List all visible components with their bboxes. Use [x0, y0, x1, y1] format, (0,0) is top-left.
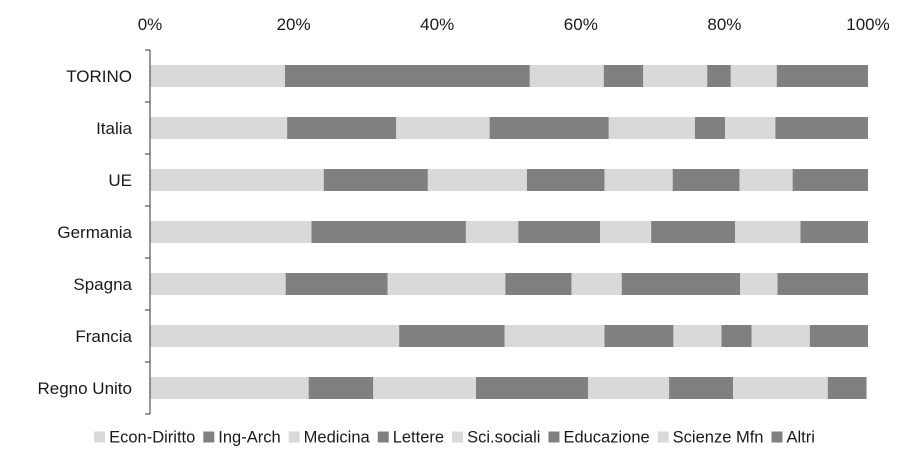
bar-spagna-sci-sociali — [571, 273, 622, 295]
bar-germania-altri — [800, 221, 868, 243]
bar-italia-educazione — [694, 117, 726, 139]
bar-italia-lettere — [489, 117, 609, 139]
bar-italia-ing-arch — [287, 117, 397, 139]
bar-francia-medicina — [504, 325, 605, 347]
bar-germania-sci-sociali — [600, 221, 652, 243]
bar-spagna-altri — [777, 273, 868, 295]
bar-torino-sci-sociali — [643, 65, 708, 87]
legend-swatch-ing-arch — [203, 431, 215, 443]
bar-germania-ing-arch — [311, 221, 466, 243]
bar-francia-sci-sociali — [673, 325, 722, 347]
bar-ue-ing-arch — [323, 169, 428, 191]
legend-label: Econ-Diritto — [109, 429, 195, 447]
legend-swatch-sci-sociali — [452, 431, 464, 443]
bar-italia-medicina — [396, 117, 490, 139]
bar-regno-unito-medicina — [373, 377, 476, 399]
category-label: Regno Unito — [37, 379, 132, 398]
bar-ue-lettere — [526, 169, 605, 191]
bar-ue-medicina — [427, 169, 527, 191]
bar-ue-altri — [792, 169, 868, 191]
bar-spagna-econ-diritto — [150, 273, 286, 295]
bar-regno-unito-altri — [827, 377, 867, 399]
legend-swatch-educazione — [548, 431, 560, 443]
bar-spagna-scienze-mfn — [740, 273, 778, 295]
bar-spagna-ing-arch — [285, 273, 388, 295]
category-label: UE — [108, 171, 132, 190]
bar-francia-educazione — [721, 325, 752, 347]
x-tick-label: 20% — [277, 15, 311, 34]
bar-regno-unito-scienze-mfn — [733, 377, 828, 399]
x-tick-label: 60% — [564, 15, 598, 34]
bar-francia-altri — [809, 325, 868, 347]
bar-torino-medicina — [529, 65, 604, 87]
bar-ue-econ-diritto — [150, 169, 324, 191]
bar-spagna-medicina — [387, 273, 506, 295]
bar-spagna-educazione — [621, 273, 741, 295]
legend-label: Altri — [786, 429, 814, 447]
legend-swatch-scienze-mfn — [657, 431, 669, 443]
bar-regno-unito-econ-diritto — [150, 377, 309, 399]
legend-label: Sci.sociali — [467, 429, 540, 447]
bar-germania-econ-diritto — [150, 221, 312, 243]
legend-swatch-medicina — [288, 431, 300, 443]
x-tick-label: 100% — [846, 15, 889, 34]
bar-torino-ing-arch — [284, 65, 530, 87]
category-label: Germania — [57, 223, 132, 242]
bar-germania-lettere — [518, 221, 601, 243]
category-label: Spagna — [73, 275, 132, 294]
bar-germania-scienze-mfn — [735, 221, 801, 243]
bar-germania-medicina — [465, 221, 519, 243]
bar-francia-scienze-mfn — [751, 325, 810, 347]
bar-ue-educazione — [672, 169, 740, 191]
bar-regno-unito-educazione — [669, 377, 734, 399]
bar-italia-scienze-mfn — [725, 117, 776, 139]
bar-torino-educazione — [707, 65, 731, 87]
bar-regno-unito-sci-sociali — [587, 377, 670, 399]
x-tick-label: 80% — [707, 15, 741, 34]
bar-francia-ing-arch — [399, 325, 505, 347]
bar-torino-lettere — [603, 65, 644, 87]
bar-torino-altri — [776, 65, 868, 87]
bar-germania-educazione — [651, 221, 736, 243]
bar-torino-scienze-mfn — [730, 65, 777, 87]
bar-regno-unito-ing-arch — [308, 377, 374, 399]
category-label: Francia — [75, 327, 132, 346]
bar-francia-econ-diritto — [150, 325, 400, 347]
legend-swatch-econ-diritto — [94, 431, 106, 443]
bar-ue-scienze-mfn — [739, 169, 793, 191]
category-label: TORINO — [66, 67, 132, 86]
bar-torino-econ-diritto — [150, 65, 285, 87]
legend-label: Lettere — [393, 429, 444, 447]
bar-spagna-lettere — [505, 273, 572, 295]
legend-swatch-altri — [771, 431, 783, 443]
legend-label: Educazione — [563, 429, 649, 447]
category-label: Italia — [96, 119, 132, 138]
legend-swatch-lettere — [377, 431, 389, 443]
x-tick-label: 40% — [420, 15, 454, 34]
bar-francia-lettere — [604, 325, 674, 347]
bar-italia-econ-diritto — [150, 117, 288, 139]
legend-label: Scienze Mfn — [673, 429, 764, 447]
x-tick-label: 0% — [138, 15, 163, 34]
bar-italia-altri — [775, 117, 868, 139]
legend-label: Ing-Arch — [218, 429, 280, 447]
legend-label: Medicina — [304, 429, 371, 447]
bar-regno-unito-lettere — [475, 377, 588, 399]
bar-italia-sci-sociali — [608, 117, 695, 139]
bar-ue-sci-sociali — [604, 169, 673, 191]
